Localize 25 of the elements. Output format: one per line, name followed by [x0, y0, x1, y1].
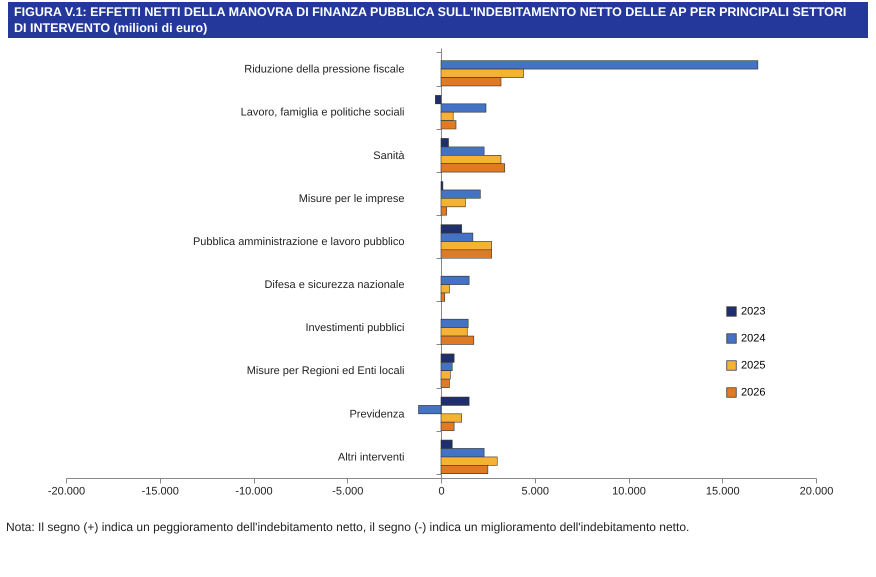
y-tick-label: Pubblica amministrazione e lavoro pubblico: [192, 236, 404, 248]
x-tick-label: -5.000: [332, 486, 364, 498]
x-tick-label: -15.000: [142, 486, 179, 498]
x-tick-label: -20.000: [48, 486, 86, 498]
legend-label: 2025: [741, 360, 766, 372]
text: Nota: Il segno (+) indica un peggioramento dell'indebitamento netto, il segno (-) indica un miglioramento dell'indebitamento netto.: [5, 520, 690, 534]
y-tick-label: Misure per Regioni ed Enti locali: [246, 365, 404, 378]
chart-title: FIGURA V.1: EFFETTI NETTI DELLA MANOVRA DI FINANZA PUBBLICA SULL'INDEBITAMENTO NETTO DELLE AP PER PRINCIPALI SETTORI DI INTERVENTO (milioni di euro): [8, 2, 868, 38]
x-tick-label: 20.000: [800, 486, 834, 498]
legend-label: 2024: [741, 332, 766, 344]
legend-label: 2026: [741, 386, 766, 398]
y-tick-label: Difesa e sicurezza nazionale: [264, 279, 404, 292]
y-tick-label: Riduzione della pressione fiscale: [244, 64, 404, 76]
x-tick-label: 10.000: [612, 486, 646, 498]
x-tick-label: -10.000: [235, 486, 273, 498]
x-tick-label: 0: [438, 486, 445, 498]
x-tick-label: 15.000: [706, 486, 740, 498]
y-tick-label: Altri interventi: [338, 451, 404, 464]
y-tick-label: Lavoro, famiglia e politiche sociali: [240, 106, 404, 119]
y-tick-label: Investimenti pubblici: [305, 322, 404, 334]
y-tick-label: Sanità: [373, 150, 406, 162]
y-tick-label: Misure per le imprese: [298, 192, 404, 205]
y-tick-label: Previdenza: [349, 408, 406, 420]
legend-label: 2023: [741, 306, 766, 318]
x-tick-label: 5.000: [521, 486, 550, 498]
